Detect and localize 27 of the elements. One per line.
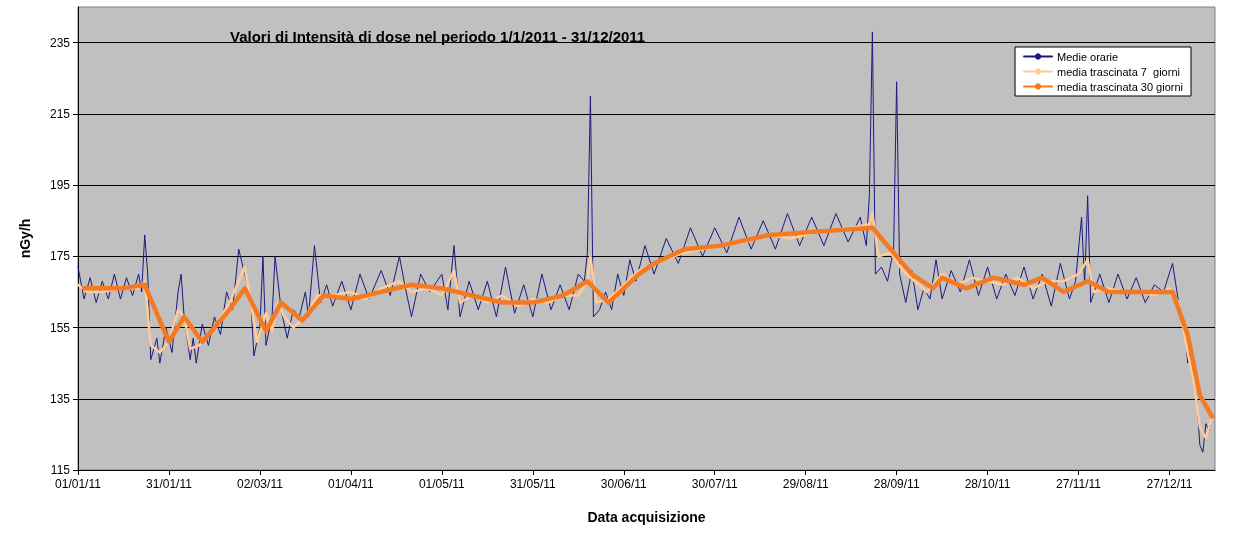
legend-label: media trascinata 30 giorni [1057, 80, 1184, 93]
x-tick-label: 27/12/11 [1146, 477, 1193, 491]
y-tick-label: 195 [49, 178, 71, 193]
x-tick-label: 27/11/11 [1056, 477, 1102, 491]
legend-label: Medie orarie [1057, 50, 1119, 63]
text: Valori di Intensità di dose nel periodo 1/1/2011 - 31/12/2011 [230, 28, 646, 45]
x-tick-label: 29/08/11 [782, 477, 829, 491]
y-tick-label: 155 [49, 320, 71, 335]
y-tick-label: 175 [49, 249, 71, 264]
x-tick-label: 01/05/11 [418, 477, 466, 491]
y-tick-label: 235 [49, 35, 71, 50]
x-tick-label: 01/01/11 [55, 477, 102, 491]
y-tick-label: 115 [50, 463, 71, 477]
x-tick-label: 31/01/11 [146, 477, 193, 491]
x-tick-label: 02/03/11 [237, 477, 284, 491]
y-tick-label: 135 [49, 391, 71, 406]
y-axis-title: nGy/h [17, 218, 33, 259]
x-tick-label: 30/06/11 [600, 477, 647, 491]
legend-label: media trascinata 7 giorni [1057, 65, 1180, 78]
x-tick-label: 31/05/11 [509, 477, 557, 491]
x-tick-label: 30/07/11 [691, 477, 738, 491]
x-tick-label: 28/10/11 [964, 477, 1011, 491]
x-axis-title: Data acquisizione [587, 509, 706, 525]
y-tick-label: 215 [49, 106, 71, 121]
line-series [81, 225, 1215, 419]
x-tick-label: 01/04/11 [327, 477, 375, 491]
x-tick-label: 28/09/11 [873, 477, 920, 491]
